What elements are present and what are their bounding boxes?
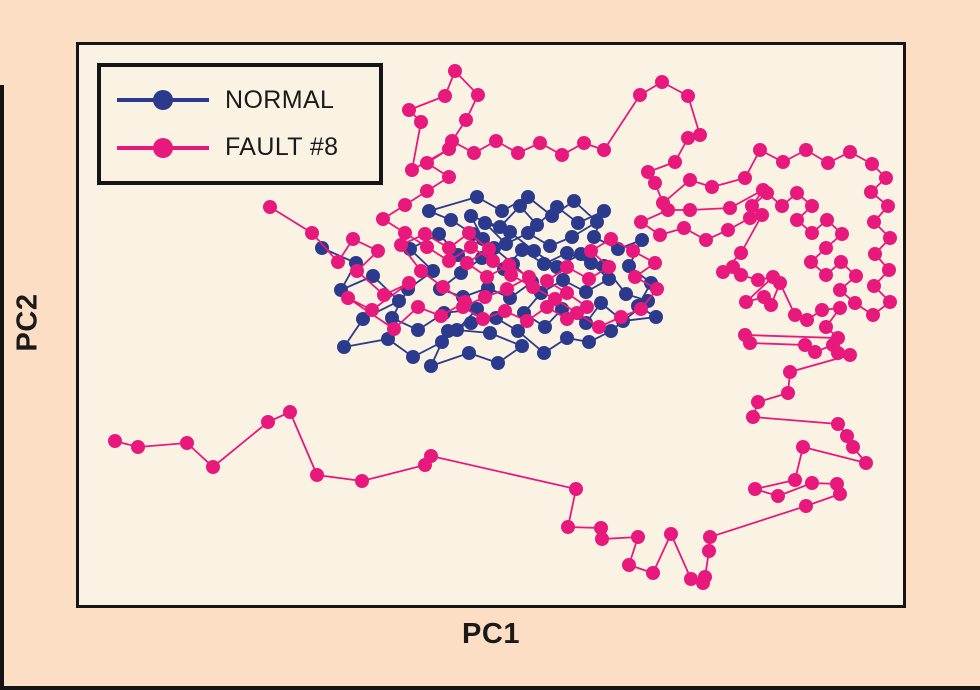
- page-rule-left: [0, 85, 4, 690]
- page-rule-bottom: [0, 686, 980, 690]
- legend-label-normal: NORMAL: [225, 85, 335, 114]
- legend-marker-dot: [153, 90, 173, 111]
- legend-line-swatch: [117, 137, 209, 158]
- legend-label-fault8: FAULT #8: [225, 133, 339, 162]
- y-axis-label: PC2: [11, 293, 44, 351]
- x-axis-label: PC1: [462, 618, 520, 650]
- legend-item-normal: NORMAL: [117, 86, 379, 115]
- legend: NORMAL FAULT #8: [97, 63, 383, 185]
- legend-item-fault8: FAULT #8: [117, 133, 379, 162]
- legend-line-swatch: [117, 90, 209, 111]
- y-axis-label-wrap: PC2: [6, 42, 50, 602]
- legend-marker-dot: [153, 137, 173, 158]
